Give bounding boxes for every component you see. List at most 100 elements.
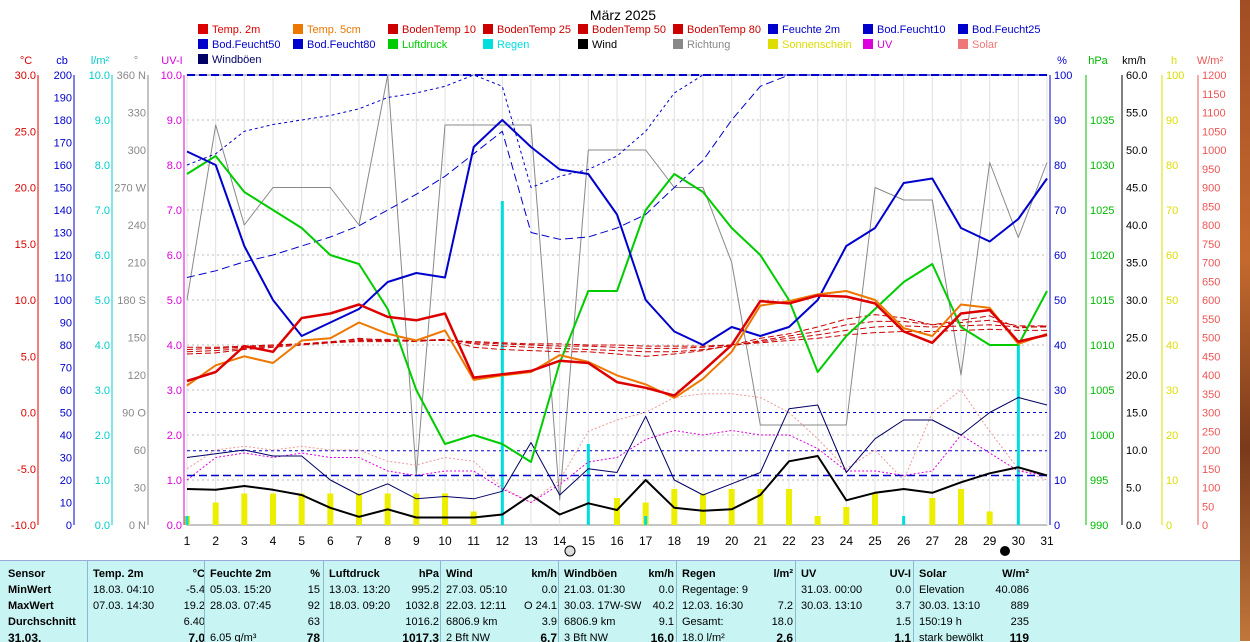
axis-tick-label: 50 bbox=[1054, 295, 1066, 307]
axis-tick-label: 4.0 bbox=[95, 340, 110, 352]
sonnenschein-bar bbox=[413, 493, 420, 525]
stats-wind-value: 0.0 bbox=[541, 584, 557, 596]
axis-tick-label: 10.0 bbox=[161, 70, 182, 82]
axis-tick-label: 0 bbox=[1166, 520, 1172, 532]
legend-label: UV bbox=[877, 39, 893, 51]
axis-tick-label: 10 bbox=[1166, 475, 1178, 487]
sonnenschein-bar bbox=[786, 489, 792, 525]
legend-label: Bod.Feucht50 bbox=[212, 39, 281, 51]
temp-5cm-line bbox=[186, 290, 1048, 399]
axis-tick-label: 2.0 bbox=[167, 430, 182, 442]
legend-swatch bbox=[388, 24, 398, 34]
axis-tick-label: 40.0 bbox=[1126, 220, 1147, 232]
axis-tick-label: 150 bbox=[54, 183, 72, 195]
axis-tick-label: 50 bbox=[1166, 295, 1178, 307]
stats-rain-value: 18.0 bbox=[771, 616, 793, 628]
stats-separator bbox=[676, 561, 677, 642]
axis-tick-label: 180 S bbox=[117, 295, 146, 307]
legend-swatch bbox=[958, 39, 968, 49]
legend-item-solar: Solar bbox=[958, 39, 998, 51]
legend-item-bodentemp-10: BodenTemp 10 bbox=[388, 24, 476, 36]
solar-line bbox=[186, 389, 1048, 503]
uv-line bbox=[186, 430, 1048, 503]
axis-tick-label: 50 bbox=[60, 408, 72, 420]
chart-legend: Temp. 2m Temp. 5cm BodenTemp 10 BodenTemp 2… bbox=[198, 24, 1041, 66]
legend-swatch bbox=[388, 39, 398, 49]
axis-tick-label: 60 bbox=[1054, 250, 1066, 262]
legend-label: Wind bbox=[592, 39, 617, 51]
regen-bar bbox=[586, 444, 590, 525]
bodentemp-25-line bbox=[186, 319, 1047, 353]
axis-tick-label: 750 bbox=[1202, 239, 1220, 251]
legend-label: Regen bbox=[497, 39, 529, 51]
wind-line bbox=[186, 455, 1048, 519]
richtung-line bbox=[186, 74, 1048, 501]
sonnenschein-bar bbox=[700, 493, 706, 525]
axis-tick-label: 20 bbox=[1166, 430, 1178, 442]
legend-label: BodenTemp 25 bbox=[497, 24, 571, 36]
moon-icon bbox=[564, 545, 576, 557]
axis-tick-label: 30.0 bbox=[1126, 295, 1147, 307]
stats-press-value: 1016.2 bbox=[405, 616, 439, 628]
axis-tick-label: 2.0 bbox=[95, 430, 110, 442]
x-tick-label: 16 bbox=[610, 534, 624, 548]
stats-gust-value: 40.2 bbox=[652, 600, 674, 612]
axis-tick-label: 350 bbox=[1202, 389, 1220, 401]
axis-tick-label: 30 bbox=[134, 483, 146, 495]
axis-tick-label: 15.0 bbox=[15, 239, 36, 251]
legend-label: Bod.Feucht25 bbox=[972, 24, 1041, 36]
series-uv bbox=[186, 430, 1048, 503]
axis-tick-label: 600 bbox=[1202, 295, 1220, 307]
axis-tick-label: 1.0 bbox=[95, 475, 110, 487]
axis-tick-label: 500 bbox=[1202, 333, 1220, 345]
axis-tick-label: 160 bbox=[54, 160, 72, 172]
series-windb-en bbox=[186, 397, 1048, 500]
x-tick-label: 28 bbox=[954, 534, 968, 548]
x-tick-label: 13 bbox=[524, 534, 538, 548]
sonnenschein-bar bbox=[843, 507, 850, 525]
bod-feucht25-line bbox=[186, 74, 1047, 278]
stats-header-press: Luftdruck bbox=[329, 568, 380, 580]
legend-item-temp-5cm: Temp. 5cm bbox=[293, 24, 361, 36]
stats-unit-rain: l/m² bbox=[773, 568, 793, 580]
axis-unit-label: hPa bbox=[1088, 55, 1108, 67]
axis-km-h: km/h 60.0 55.0 50.0 45.0 40.0 35.0 30.0 25.0 20.0… bbox=[1121, 55, 1147, 532]
stats-row-label: MaxWert bbox=[8, 600, 54, 612]
stats-unit-press: hPa bbox=[418, 568, 439, 580]
x-tick-label: 10 bbox=[438, 534, 452, 548]
legend-item-bod-feucht10: Bod.Feucht10 bbox=[863, 24, 946, 36]
stats-wind-date: 22.03. 12:11 bbox=[446, 600, 507, 612]
sonnenschein-bar bbox=[958, 489, 964, 525]
sonnenschein-bar bbox=[327, 493, 334, 525]
axis-tick-label: 210 bbox=[128, 258, 146, 270]
series-wind bbox=[186, 455, 1048, 519]
stats-uv-date: 30.03. 13:10 bbox=[801, 600, 863, 612]
axis-tick-label: 1000 bbox=[1090, 430, 1114, 442]
stats-rain-date: 12.03. 16:30 bbox=[682, 600, 744, 612]
stats-unit-solar: W/m² bbox=[1002, 568, 1029, 580]
axis-tick-label: 0 N bbox=[129, 520, 146, 532]
axis-tick-label: 90 O bbox=[122, 408, 146, 420]
axis-tick-label: 650 bbox=[1202, 276, 1220, 288]
regen-bar bbox=[185, 516, 189, 525]
legend-label: Temp. 5cm bbox=[307, 24, 361, 36]
stats-unit-temp: °C bbox=[192, 568, 205, 580]
axis-tick-label: 800 bbox=[1202, 220, 1220, 232]
x-tick-label: 31 bbox=[1040, 534, 1054, 548]
regen-bar bbox=[1016, 345, 1020, 525]
series-solar bbox=[186, 389, 1048, 503]
stats-rain-value: 7.2 bbox=[777, 600, 793, 612]
axis-tick-label: 10 bbox=[60, 498, 72, 510]
axis-tick-label: 100 bbox=[54, 295, 72, 307]
stats-separator bbox=[204, 561, 205, 642]
x-tick-label: 27 bbox=[926, 534, 940, 548]
axis-tick-label: 90 bbox=[1054, 115, 1066, 127]
axis-tick-label: 0.0 bbox=[1126, 520, 1141, 532]
sonnenschein-bar bbox=[642, 502, 649, 525]
legend-swatch bbox=[768, 24, 778, 34]
axis-tick-label: 110 bbox=[54, 273, 72, 285]
stats-header-solar: Solar bbox=[919, 568, 947, 580]
stats-gust-value: 9.1 bbox=[658, 616, 674, 628]
axis-tick-label: 6.0 bbox=[95, 250, 110, 262]
axis-tick-label: 25.0 bbox=[15, 126, 36, 138]
